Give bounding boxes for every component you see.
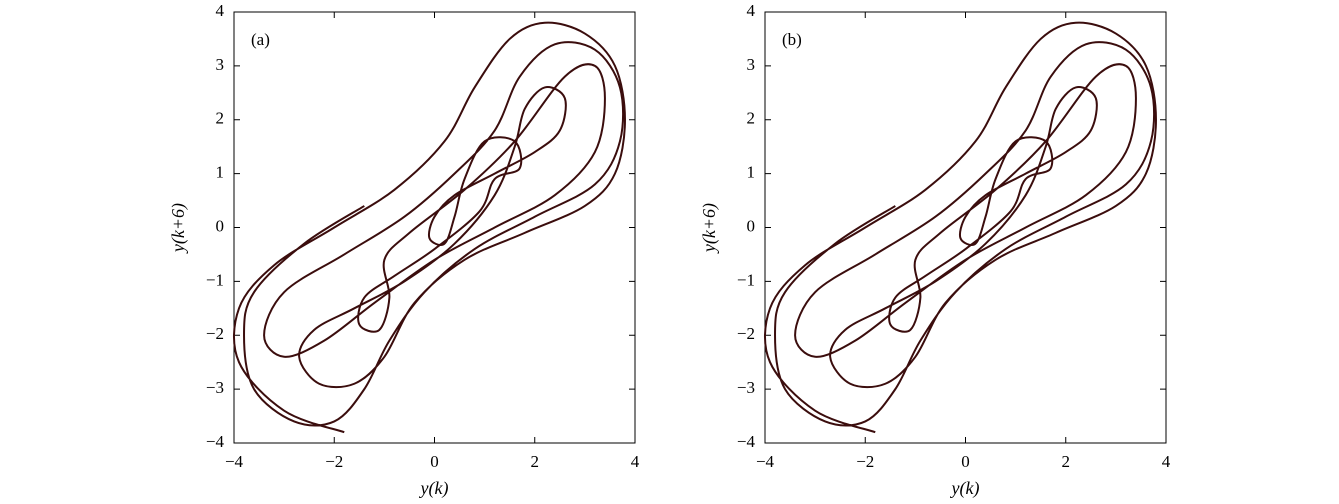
y-tick-label: −3 bbox=[206, 378, 224, 397]
y-axis-label: y(k+6) bbox=[699, 203, 720, 254]
y-tick-label: 1 bbox=[747, 163, 756, 182]
y-tick-label: −1 bbox=[206, 270, 224, 289]
y-axis-label: y(k+6) bbox=[168, 203, 189, 254]
y-tick-label: −2 bbox=[206, 324, 224, 343]
y-tick-label: −1 bbox=[737, 270, 755, 289]
x-axis-label: y(k) bbox=[419, 478, 449, 499]
x-tick-label: 4 bbox=[631, 452, 640, 471]
panel: −4 −3 −2 −1 0 1 2 3 4 −4 −2 0 2 4 (b) y(k) y(k+6) bbox=[699, 1, 1171, 499]
trajectory bbox=[233, 21, 626, 434]
y-tick-label: 2 bbox=[216, 109, 225, 128]
y-tick-label: 4 bbox=[747, 1, 756, 20]
panel-label: (a) bbox=[251, 30, 270, 49]
y-tick-label: 0 bbox=[216, 216, 225, 235]
x-tick-label: −2 bbox=[856, 452, 874, 471]
y-tick-label: 3 bbox=[747, 55, 756, 74]
x-tick-label: 0 bbox=[430, 452, 439, 471]
y-tick-label: 0 bbox=[747, 216, 756, 235]
x-tick-label: 4 bbox=[1162, 452, 1171, 471]
y-tick-label: 2 bbox=[747, 109, 756, 128]
y-tick-label: −4 bbox=[737, 432, 756, 451]
y-tick-label: 4 bbox=[216, 1, 225, 20]
x-tick-label: 2 bbox=[531, 452, 540, 471]
y-tick-label: −3 bbox=[737, 378, 755, 397]
plot-frame bbox=[764, 11, 1167, 444]
plot-frame bbox=[233, 11, 636, 444]
x-tick-label: −4 bbox=[756, 452, 775, 471]
x-tick-label: −4 bbox=[225, 452, 244, 471]
x-tick-label: 2 bbox=[1062, 452, 1071, 471]
x-axis-label: y(k) bbox=[950, 478, 980, 499]
trajectory bbox=[764, 21, 1157, 434]
panel-label: (b) bbox=[782, 30, 802, 49]
x-tick-label: −2 bbox=[325, 452, 343, 471]
y-tick-label: −2 bbox=[737, 324, 755, 343]
y-tick-label: −4 bbox=[206, 432, 225, 451]
panel: −4 −3 −2 −1 0 1 2 3 4 −4 −2 0 2 4 (a) y(k) y(k+6) bbox=[168, 1, 640, 499]
y-tick-label: 1 bbox=[216, 163, 225, 182]
x-tick-label: 0 bbox=[961, 452, 970, 471]
y-tick-label: 3 bbox=[216, 55, 225, 74]
